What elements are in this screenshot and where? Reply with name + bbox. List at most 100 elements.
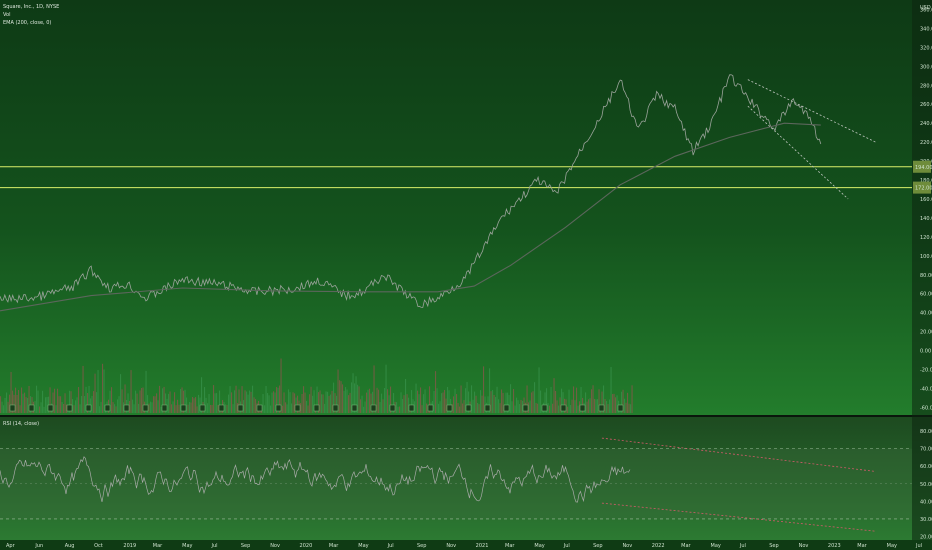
volume-bar <box>180 389 182 413</box>
volume-event-marker[interactable] <box>465 404 472 412</box>
volume-bar <box>28 385 30 413</box>
volume-bar <box>534 382 536 413</box>
ema-legend[interactable]: EMA (200, close, 0) <box>3 20 51 26</box>
volume-event-marker[interactable] <box>218 404 225 412</box>
volume-bar <box>406 394 408 413</box>
volume-event-marker[interactable] <box>66 404 73 412</box>
level-price-tag[interactable] <box>913 181 931 194</box>
volume-bar <box>247 394 249 413</box>
rsi-legend[interactable]: RSI (14, close) <box>3 421 39 427</box>
price-axis-tick-label: 340.00 <box>920 26 932 32</box>
volume-event-marker[interactable] <box>161 404 168 412</box>
volume-event-marker[interactable] <box>142 404 149 412</box>
volume-event-marker[interactable] <box>503 404 510 412</box>
ema-series-line[interactable] <box>0 122 821 312</box>
volume-event-marker[interactable] <box>199 404 206 412</box>
volume-event-marker[interactable] <box>370 404 377 412</box>
volume-bar <box>369 388 371 413</box>
rsi-trend-line[interactable] <box>601 502 876 532</box>
volume-bar <box>624 398 626 413</box>
volume-bar <box>124 384 126 413</box>
volume-event-marker[interactable] <box>123 404 130 412</box>
volume-bar <box>277 387 279 413</box>
volume-event-marker[interactable] <box>427 404 434 412</box>
volume-bar <box>204 387 206 413</box>
volume-bar <box>510 384 512 413</box>
volume-event-marker[interactable] <box>560 404 567 412</box>
rsi-trend-line[interactable] <box>601 437 876 472</box>
volume-event-marker[interactable] <box>313 404 320 412</box>
time-axis-tick-label: 2023 <box>828 543 841 549</box>
volume-bar <box>210 404 212 413</box>
volume-bar <box>424 389 426 413</box>
volume-event-marker[interactable] <box>541 404 548 412</box>
volume-bar <box>213 385 215 413</box>
volume-bar <box>64 393 66 413</box>
volume-event-marker[interactable] <box>332 404 339 412</box>
volume-bar <box>493 394 495 413</box>
volume-event-marker[interactable] <box>294 404 301 412</box>
volume-bar <box>360 399 362 413</box>
rsi-series-line[interactable] <box>0 456 631 503</box>
volume-bar <box>333 382 335 413</box>
time-axis[interactable]: Apr Jun Aug Oct 2019 Mar May Jul Sep Nov 2020 Mar Ma… <box>6 543 922 549</box>
volume-bar <box>385 364 387 413</box>
volume-event-marker[interactable] <box>275 404 282 412</box>
volume-event-marker[interactable] <box>47 404 54 412</box>
volume-event-marker[interactable] <box>104 404 111 412</box>
rsi-axis-tick-label: 50.00 <box>920 482 932 488</box>
level-price-tag[interactable] <box>913 160 931 173</box>
volume-bar <box>526 385 528 413</box>
volume-bar <box>379 402 381 413</box>
volume-bar <box>112 402 114 413</box>
volume-event-marker[interactable] <box>351 404 358 412</box>
volume-legend[interactable]: Vol <box>3 12 10 18</box>
time-axis-tick-label: Nov <box>446 543 456 549</box>
volume-event-marker[interactable] <box>617 404 624 412</box>
volume-bar <box>138 403 140 413</box>
volume-bar <box>346 389 348 413</box>
volume-bar <box>282 405 284 413</box>
volume-event-marker[interactable] <box>579 404 586 412</box>
volume-bar <box>312 395 314 413</box>
volume-bar <box>171 404 173 413</box>
volume-bar <box>255 399 257 413</box>
volume-bar <box>300 403 302 413</box>
volume-event-marker[interactable] <box>408 404 415 412</box>
volume-event-marker[interactable] <box>598 404 605 412</box>
volume-bar <box>228 394 230 413</box>
time-axis-tick-label: Jul <box>210 543 217 549</box>
volume-bar <box>118 396 120 413</box>
time-axis-tick-label: Mar <box>505 543 515 549</box>
volume-bar <box>498 399 500 413</box>
price-trend-line[interactable] <box>747 105 849 200</box>
volume-bar <box>268 395 270 413</box>
volume-event-marker[interactable] <box>237 404 244 412</box>
volume-bar <box>544 392 546 413</box>
volume-bar <box>52 392 54 413</box>
volume-bar <box>55 405 57 413</box>
volume-bar <box>297 395 299 413</box>
volume-event-marker[interactable] <box>28 404 35 412</box>
time-axis-tick-label: May <box>711 543 721 549</box>
volume-event-marker[interactable] <box>85 404 92 412</box>
volume-event-marker[interactable] <box>256 404 263 412</box>
price-axis-tick-label: -40.00 <box>920 386 932 392</box>
volume-bar <box>580 387 582 413</box>
volume-bar <box>177 399 179 413</box>
volume-event-marker[interactable] <box>446 404 453 412</box>
volume-event-marker[interactable] <box>484 404 491 412</box>
volume-bar <box>475 395 477 413</box>
volume-event-marker[interactable] <box>389 404 396 412</box>
volume-bar <box>135 390 137 413</box>
volume-bar <box>201 377 203 413</box>
volume-event-marker[interactable] <box>180 404 187 412</box>
volume-event-marker[interactable] <box>522 404 529 412</box>
volume-bar <box>154 396 156 413</box>
volume-bar <box>628 403 630 413</box>
volume-event-marker[interactable] <box>9 404 16 412</box>
symbol-title[interactable]: Square, Inc., 1D, NYSE <box>3 4 59 10</box>
volume-bar <box>3 405 5 413</box>
